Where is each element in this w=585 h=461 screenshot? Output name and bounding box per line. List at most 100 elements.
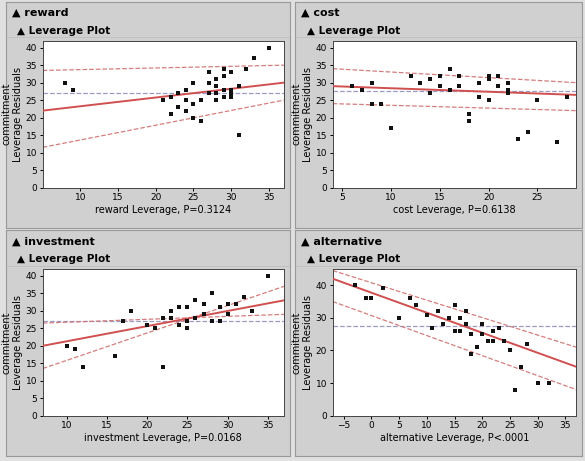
Point: [513, 135, 522, 142]
Point: [394, 314, 404, 321]
Point: [500, 337, 509, 344]
Text: ▲ Leverage Plot: ▲ Leverage Plot: [17, 254, 111, 264]
Point: [416, 79, 425, 86]
Y-axis label: commitment
Leverage Residuals: commitment Leverage Residuals: [291, 67, 313, 162]
Point: [367, 295, 376, 302]
Point: [189, 79, 198, 86]
Point: [226, 89, 236, 97]
Point: [204, 69, 213, 76]
Point: [435, 72, 445, 79]
Point: [223, 300, 232, 307]
Point: [181, 96, 191, 104]
Point: [439, 321, 448, 328]
Point: [488, 327, 498, 335]
Point: [406, 72, 415, 79]
Point: [484, 96, 493, 104]
Point: [433, 307, 443, 315]
Point: [143, 321, 152, 329]
Point: [183, 304, 192, 311]
Point: [511, 386, 520, 393]
Y-axis label: commitment
Leverage Residuals: commitment Leverage Residuals: [1, 67, 23, 162]
Point: [484, 76, 493, 83]
Point: [455, 314, 464, 321]
Point: [175, 304, 184, 311]
Point: [378, 285, 387, 292]
Point: [483, 337, 493, 344]
Point: [226, 93, 236, 100]
Point: [189, 100, 198, 107]
Point: [450, 301, 459, 308]
Point: [111, 353, 120, 360]
Point: [425, 89, 435, 97]
Point: [484, 72, 493, 79]
Point: [183, 325, 192, 332]
Text: ▲ cost: ▲ cost: [301, 8, 340, 18]
Point: [544, 379, 553, 387]
Point: [461, 307, 470, 315]
Point: [533, 96, 542, 104]
Point: [552, 138, 562, 146]
Point: [477, 331, 487, 338]
Point: [474, 93, 484, 100]
Point: [61, 79, 70, 86]
Point: [211, 76, 221, 83]
Point: [223, 311, 232, 318]
Point: [464, 118, 474, 125]
Point: [522, 340, 531, 348]
Point: [226, 69, 236, 76]
Point: [239, 293, 249, 301]
Point: [357, 86, 367, 93]
Point: [159, 363, 168, 371]
Point: [197, 96, 206, 104]
Point: [234, 83, 243, 90]
Point: [207, 318, 216, 325]
Point: [504, 79, 513, 86]
X-axis label: reward Leverage, P=0.3124: reward Leverage, P=0.3124: [95, 205, 232, 215]
Point: [167, 307, 176, 314]
Point: [405, 295, 415, 302]
Point: [183, 318, 192, 325]
Point: [264, 44, 274, 51]
Point: [204, 89, 213, 97]
Text: ▲ alternative: ▲ alternative: [301, 236, 382, 246]
Point: [226, 86, 236, 93]
Point: [464, 111, 474, 118]
Point: [533, 379, 542, 387]
Point: [219, 65, 228, 72]
Point: [422, 311, 432, 318]
Point: [505, 347, 515, 354]
Point: [477, 321, 487, 328]
Point: [174, 103, 183, 111]
Point: [175, 321, 184, 329]
Y-axis label: commitment
Leverage Residuals: commitment Leverage Residuals: [1, 295, 23, 390]
Point: [445, 86, 455, 93]
Point: [494, 83, 503, 90]
X-axis label: investment Leverage, P=0.0168: investment Leverage, P=0.0168: [84, 433, 242, 443]
Point: [455, 83, 464, 90]
Point: [455, 72, 464, 79]
Point: [219, 86, 228, 93]
Point: [377, 100, 386, 107]
Point: [367, 100, 376, 107]
Point: [211, 89, 221, 97]
Point: [461, 321, 470, 328]
Point: [249, 54, 259, 62]
Point: [247, 307, 256, 314]
Point: [62, 342, 71, 349]
Point: [78, 363, 88, 371]
Point: [197, 118, 206, 125]
X-axis label: cost Leverage, P=0.6138: cost Leverage, P=0.6138: [393, 205, 516, 215]
Point: [166, 111, 176, 118]
Point: [159, 96, 168, 104]
Point: [166, 93, 176, 100]
X-axis label: alternative Leverage, P<.0001: alternative Leverage, P<.0001: [380, 433, 529, 443]
Text: ▲ Leverage Plot: ▲ Leverage Plot: [17, 26, 111, 36]
Point: [199, 300, 208, 307]
Text: ▲ Leverage Plot: ▲ Leverage Plot: [307, 26, 400, 36]
Point: [215, 304, 224, 311]
Point: [215, 318, 224, 325]
Point: [231, 300, 240, 307]
Point: [207, 290, 216, 297]
Point: [472, 343, 481, 351]
Point: [494, 324, 504, 331]
